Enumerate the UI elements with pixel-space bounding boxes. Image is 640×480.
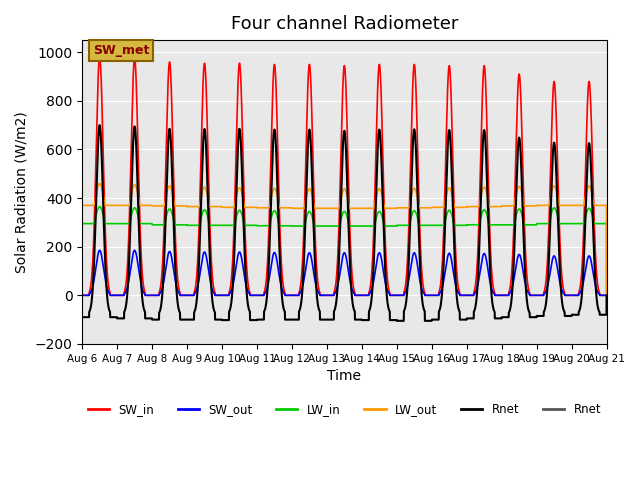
- Rnet: [417, 276, 424, 282]
- Line: Rnet: Rnet: [82, 125, 607, 321]
- LW_in: [601, 221, 609, 227]
- Line: SW_in: SW_in: [82, 57, 607, 295]
- Rnet: [601, 312, 609, 318]
- SW_in: [603, 292, 611, 298]
- Rnet: [96, 122, 104, 128]
- LW_out: [601, 203, 609, 208]
- Rnet: [191, 309, 198, 315]
- Rnet: [275, 219, 282, 225]
- Rnet: [78, 314, 86, 320]
- Legend: SW_in, SW_out, LW_in, LW_out, Rnet, Rnet: SW_in, SW_out, LW_in, LW_out, Rnet, Rnet: [83, 398, 606, 421]
- SW_in: [491, 292, 499, 298]
- LW_out: [491, 204, 499, 209]
- Rnet: [393, 318, 401, 324]
- SW_out: [601, 292, 609, 298]
- SW_in: [191, 289, 198, 295]
- SW_out: [275, 268, 282, 274]
- SW_out: [417, 281, 424, 287]
- SW_out: [191, 291, 198, 297]
- LW_out: [96, 180, 104, 186]
- SW_in: [601, 292, 609, 298]
- LW_in: [191, 222, 198, 228]
- X-axis label: Time: Time: [327, 369, 362, 383]
- Rnet: [185, 317, 193, 323]
- SW_in: [96, 54, 104, 60]
- LW_in: [417, 222, 424, 228]
- SW_in: [185, 292, 193, 298]
- Text: SW_met: SW_met: [93, 44, 149, 57]
- SW_out: [185, 292, 193, 298]
- LW_in: [78, 221, 86, 227]
- SW_in: [78, 292, 86, 298]
- LW_out: [191, 204, 198, 209]
- LW_out: [78, 203, 86, 208]
- LW_in: [275, 219, 282, 225]
- Line: LW_in: LW_in: [82, 206, 607, 295]
- Rnet: [492, 315, 499, 321]
- LW_out: [185, 204, 193, 209]
- Line: SW_out: SW_out: [82, 251, 607, 295]
- LW_in: [603, 292, 611, 298]
- SW_in: [275, 176, 282, 181]
- LW_in: [185, 222, 193, 228]
- SW_out: [96, 248, 104, 253]
- Rnet: [603, 292, 611, 298]
- LW_out: [275, 200, 282, 205]
- LW_out: [603, 292, 611, 298]
- Title: Four channel Radiometer: Four channel Radiometer: [230, 15, 458, 33]
- SW_in: [417, 246, 424, 252]
- SW_out: [78, 292, 86, 298]
- SW_out: [603, 292, 611, 298]
- Line: LW_out: LW_out: [82, 183, 607, 295]
- LW_in: [491, 222, 499, 228]
- LW_in: [96, 204, 104, 209]
- Y-axis label: Solar Radiation (W/m2): Solar Radiation (W/m2): [15, 111, 29, 273]
- SW_out: [491, 292, 499, 298]
- LW_out: [417, 205, 424, 211]
